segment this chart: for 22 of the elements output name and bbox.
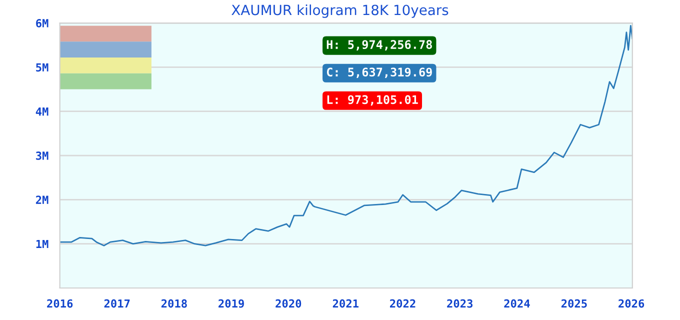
y-tick-label: 6M — [36, 19, 48, 28]
line-series — [60, 24, 632, 246]
y-tick-label: 4M — [36, 107, 48, 116]
x-tick-label: 2017 — [104, 299, 130, 308]
x-tick-label: 2019 — [218, 299, 244, 308]
annotation: C: 5,637,319.69 — [326, 68, 432, 78]
y-tick-label: 3M — [36, 151, 48, 160]
x-tick-label: 2016 — [47, 299, 73, 308]
annotation: H: 5,974,256.78 — [326, 40, 432, 50]
x-tick-label: 2018 — [161, 299, 187, 308]
y-tick-label: 2M — [36, 196, 48, 204]
x-tick-label: 2023 — [447, 299, 473, 308]
x-tick-label: 2020 — [276, 299, 302, 308]
x-tick-label: 2022 — [390, 299, 416, 308]
x-tick-label: 2026 — [618, 299, 644, 308]
y-tick-label: 5M — [36, 63, 48, 72]
chart-title: XAUMUR kilogram 18K 10years — [232, 4, 448, 18]
y-tick-label: 1M — [36, 240, 48, 248]
x-tick-label: 2024 — [504, 299, 530, 308]
x-tick-label: 2021 — [332, 299, 358, 308]
annotation: L: 973,105.01 — [327, 95, 418, 106]
x-tick-label: 2025 — [561, 299, 587, 308]
